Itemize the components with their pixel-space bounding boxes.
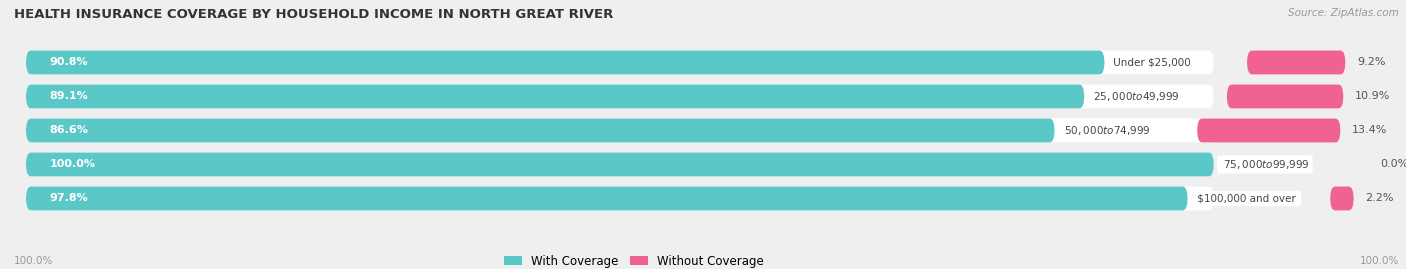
- Text: HEALTH INSURANCE COVERAGE BY HOUSEHOLD INCOME IN NORTH GREAT RIVER: HEALTH INSURANCE COVERAGE BY HOUSEHOLD I…: [14, 8, 613, 21]
- FancyBboxPatch shape: [25, 51, 1213, 74]
- Text: $100,000 and over: $100,000 and over: [1194, 193, 1299, 203]
- Text: Source: ZipAtlas.com: Source: ZipAtlas.com: [1288, 8, 1399, 18]
- Text: 97.8%: 97.8%: [49, 193, 89, 203]
- Text: 9.2%: 9.2%: [1357, 58, 1386, 68]
- Text: 10.9%: 10.9%: [1355, 91, 1391, 101]
- Text: Under $25,000: Under $25,000: [1111, 58, 1195, 68]
- Text: $25,000 to $49,999: $25,000 to $49,999: [1090, 90, 1181, 103]
- Text: 89.1%: 89.1%: [49, 91, 89, 101]
- Text: 0.0%: 0.0%: [1381, 160, 1406, 169]
- Text: 100.0%: 100.0%: [14, 256, 53, 266]
- Text: $75,000 to $99,999: $75,000 to $99,999: [1220, 158, 1310, 171]
- FancyBboxPatch shape: [25, 51, 1105, 74]
- Text: 86.6%: 86.6%: [49, 125, 89, 136]
- Text: $50,000 to $74,999: $50,000 to $74,999: [1060, 124, 1152, 137]
- Text: 13.4%: 13.4%: [1353, 125, 1388, 136]
- FancyBboxPatch shape: [25, 84, 1213, 108]
- FancyBboxPatch shape: [25, 119, 1213, 142]
- FancyBboxPatch shape: [25, 187, 1213, 210]
- FancyBboxPatch shape: [25, 153, 1213, 176]
- FancyBboxPatch shape: [25, 119, 1054, 142]
- Legend: With Coverage, Without Coverage: With Coverage, Without Coverage: [499, 250, 769, 269]
- Text: 100.0%: 100.0%: [1360, 256, 1399, 266]
- FancyBboxPatch shape: [25, 187, 1188, 210]
- Text: 2.2%: 2.2%: [1365, 193, 1395, 203]
- Text: 90.8%: 90.8%: [49, 58, 89, 68]
- FancyBboxPatch shape: [1227, 84, 1343, 108]
- FancyBboxPatch shape: [25, 84, 1084, 108]
- Text: 100.0%: 100.0%: [49, 160, 96, 169]
- FancyBboxPatch shape: [1330, 187, 1354, 210]
- FancyBboxPatch shape: [1247, 51, 1346, 74]
- FancyBboxPatch shape: [25, 153, 1213, 176]
- FancyBboxPatch shape: [1197, 119, 1340, 142]
